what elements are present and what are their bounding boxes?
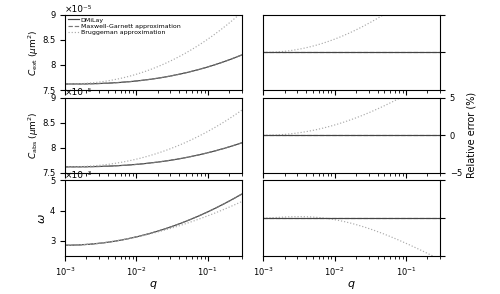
Y-axis label: $C_{\mathrm{abs}}$ ($\mu$m$^2$): $C_{\mathrm{abs}}$ ($\mu$m$^2$)	[26, 111, 40, 159]
Y-axis label: Relative error (%): Relative error (%)	[466, 92, 476, 178]
Legend: DMiLay, Maxwell-Garnett approximation, Bruggeman approximation: DMiLay, Maxwell-Garnett approximation, B…	[67, 16, 181, 36]
Text: ×10⁻⁵: ×10⁻⁵	[65, 5, 92, 14]
Text: ×10⁻³: ×10⁻³	[65, 171, 92, 180]
Y-axis label: $\omega$: $\omega$	[37, 213, 47, 223]
Text: ×10⁻⁵: ×10⁻⁵	[65, 88, 92, 97]
X-axis label: $q$: $q$	[347, 279, 356, 291]
X-axis label: $q$: $q$	[149, 279, 158, 291]
Y-axis label: $C_{\mathrm{ext}}$ ($\mu$m$^2$): $C_{\mathrm{ext}}$ ($\mu$m$^2$)	[26, 29, 40, 76]
